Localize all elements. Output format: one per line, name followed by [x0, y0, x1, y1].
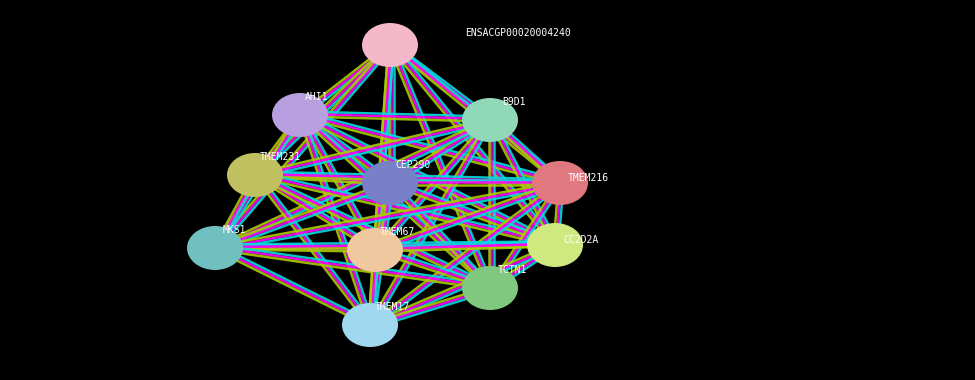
Ellipse shape [362, 23, 418, 67]
Ellipse shape [342, 303, 398, 347]
Text: B9D1: B9D1 [502, 97, 526, 107]
Text: TMEM67: TMEM67 [380, 227, 415, 237]
Text: TMEM231: TMEM231 [260, 152, 301, 162]
Text: TMEM17: TMEM17 [375, 302, 410, 312]
Ellipse shape [347, 228, 403, 272]
Text: CEP290: CEP290 [395, 160, 430, 170]
Ellipse shape [462, 266, 518, 310]
Text: TMEM216: TMEM216 [568, 173, 609, 183]
Text: TCTN1: TCTN1 [498, 265, 527, 275]
Text: CC2D2A: CC2D2A [563, 235, 599, 245]
Text: MKS1: MKS1 [223, 225, 247, 235]
Text: AHI1: AHI1 [305, 92, 329, 102]
Ellipse shape [227, 153, 283, 197]
Ellipse shape [462, 98, 518, 142]
Ellipse shape [532, 161, 588, 205]
Ellipse shape [187, 226, 243, 270]
Ellipse shape [362, 161, 418, 205]
Ellipse shape [527, 223, 583, 267]
Text: ENSACGP00020004240: ENSACGP00020004240 [465, 28, 570, 38]
Ellipse shape [272, 93, 328, 137]
